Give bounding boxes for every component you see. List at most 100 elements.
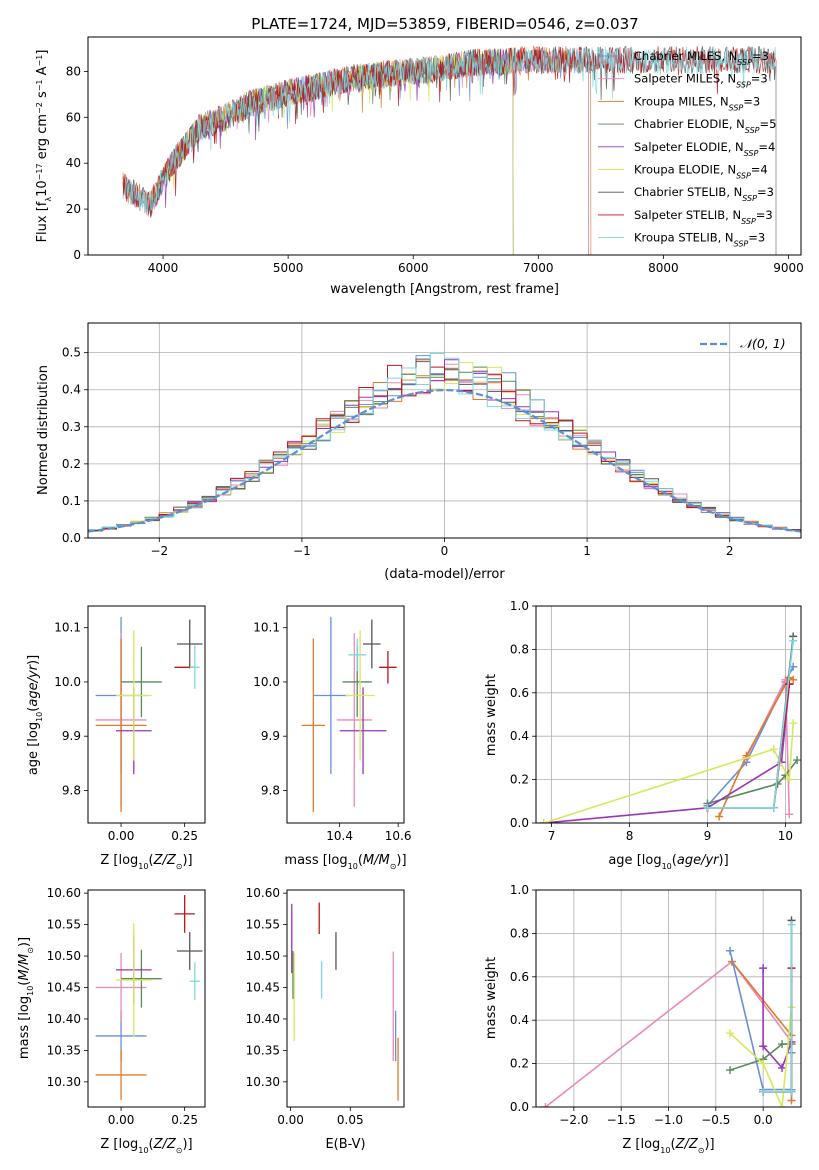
y-tick-label: 10.55 bbox=[246, 918, 280, 932]
y-tick-label: 40 bbox=[66, 156, 81, 170]
x-axis-label: (data-model)/error bbox=[384, 567, 505, 582]
plot-area-mass_weight_vs_age bbox=[539, 632, 801, 823]
legend-label: Salpeter MILES, NSSP=3 bbox=[634, 72, 768, 90]
x-tick-label: 7000 bbox=[523, 261, 554, 275]
weight-marker bbox=[787, 1087, 796, 1096]
y-axis-label: age [log10(age/yr)] bbox=[26, 655, 44, 775]
y-tick-label: 0.3 bbox=[62, 420, 81, 434]
legend-label: Kroupa STELIB, NSSP=3 bbox=[634, 231, 765, 249]
weight-marker bbox=[539, 819, 548, 823]
x-tick-label: −2 bbox=[150, 544, 168, 558]
x-axis-label: wavelength [Angstrom, rest frame] bbox=[330, 282, 559, 297]
legend-label: Chabrier ELODIE, NSSP=5 bbox=[634, 117, 776, 135]
axes-frame bbox=[286, 605, 405, 824]
weight-marker bbox=[769, 745, 778, 754]
axes-frame bbox=[87, 36, 802, 256]
x-tick-label: 8 bbox=[626, 829, 634, 843]
weight-marker bbox=[541, 1103, 550, 1107]
x-tick-label: 0.00 bbox=[108, 829, 135, 843]
axes-mass_vs_Z: 0.00 0.25 10.30 10.35 10.40 10.45 10.50 10.55 10… bbox=[17, 886, 206, 1155]
legend-label: 𝒩(0, 1) bbox=[740, 336, 786, 351]
weight-line bbox=[707, 759, 798, 805]
weight-marker bbox=[785, 775, 794, 784]
y-tick-label: 10.35 bbox=[246, 1043, 280, 1057]
y-tick-label: 20 bbox=[66, 202, 81, 216]
y-axis-label: mass [log10(M/M⊙)] bbox=[17, 937, 35, 1059]
weight-marker bbox=[778, 1040, 787, 1049]
y-tick-label: 0.8 bbox=[510, 926, 529, 940]
weight-line bbox=[707, 640, 794, 809]
y-tick-label: 0.1 bbox=[62, 494, 81, 508]
y-tick-label: 0.4 bbox=[510, 729, 529, 743]
x-tick-label: −2.0 bbox=[559, 1113, 588, 1127]
axes-frame bbox=[535, 605, 802, 824]
weight-marker bbox=[789, 719, 798, 728]
legend-label: Kroupa MILES, NSSP=3 bbox=[634, 94, 760, 112]
x-axis-label: E(B-V) bbox=[325, 1137, 365, 1152]
axes-spectrum: 4000 5000 6000 7000 8000 9000 0 20 40 60 80 wavelen… bbox=[35, 36, 804, 297]
weight-marker bbox=[793, 756, 801, 765]
y-tick-label: 0 bbox=[73, 248, 81, 262]
y-axis-label: Normed distribution bbox=[36, 365, 51, 495]
x-tick-label: 0.0 bbox=[754, 1113, 773, 1127]
weight-marker bbox=[778, 1063, 787, 1072]
weight-marker bbox=[726, 946, 735, 955]
x-tick-label: −1.5 bbox=[607, 1113, 636, 1127]
x-tick-label: 0.00 bbox=[277, 1113, 304, 1127]
weight-marker bbox=[789, 675, 798, 684]
y-tick-label: 0.6 bbox=[510, 686, 529, 700]
y-tick-label: 10.40 bbox=[47, 1012, 81, 1026]
x-tick-label: 0.00 bbox=[108, 1113, 135, 1127]
axes-mass_vs_ebv: 0.00 0.05 10.30 10.35 10.40 10.45 10.50 10.55 10… bbox=[246, 886, 405, 1152]
axes-frame bbox=[87, 889, 206, 1108]
x-tick-label: 0.05 bbox=[337, 1113, 364, 1127]
y-tick-label: 80 bbox=[66, 64, 81, 78]
y-tick-label: 10.1 bbox=[54, 621, 81, 635]
x-axis-label: Z [log10(Z/Z⊙)] bbox=[622, 1137, 714, 1155]
y-tick-label: 10.35 bbox=[47, 1043, 81, 1057]
y-tick-label: 10.30 bbox=[47, 1075, 81, 1089]
y-tick-label: 10.1 bbox=[253, 621, 280, 635]
legend-label: Chabrier MILES, NSSP=3 bbox=[634, 49, 769, 67]
y-axis-label: Flux [fλ10−17 erg cm−2 s−1 A−1] bbox=[35, 50, 53, 243]
x-tick-label: 7 bbox=[548, 829, 556, 843]
legend-label: Kroupa ELODIE, NSSP=4 bbox=[634, 163, 768, 181]
y-axis-label: mass weight bbox=[484, 957, 499, 1039]
plot-area-mass_vs_ebv bbox=[291, 902, 399, 1101]
y-axis-label: mass weight bbox=[484, 674, 499, 756]
plot-area-spectrum bbox=[122, 44, 777, 255]
y-tick-label: 10.60 bbox=[47, 886, 81, 900]
x-tick-label: 0 bbox=[441, 544, 449, 558]
weight-line bbox=[543, 723, 794, 823]
weight-marker bbox=[759, 1059, 768, 1068]
x-tick-label: 10 bbox=[778, 829, 793, 843]
y-tick-label: 0.2 bbox=[510, 773, 529, 787]
y-tick-label: 0.6 bbox=[510, 970, 529, 984]
legend-label: Chabrier STELIB, NSSP=3 bbox=[634, 185, 774, 203]
y-tick-label: 1.0 bbox=[510, 883, 529, 897]
y-tick-label: 0.5 bbox=[62, 346, 81, 360]
weight-marker bbox=[759, 964, 768, 973]
y-tick-label: 9.8 bbox=[261, 783, 280, 797]
axes-mass_weight_vs_age: 7 8 9 10 0.0 0.2 0.4 0.6 0.8 1.0 age [log10(age/yr… bbox=[484, 599, 802, 871]
axes-frame bbox=[87, 605, 206, 824]
axes-frame bbox=[286, 889, 405, 1108]
x-tick-label: 1 bbox=[583, 544, 591, 558]
y-tick-label: 10.45 bbox=[246, 980, 280, 994]
plot-area-age_vs_Z bbox=[95, 616, 203, 813]
legend-label: Salpeter ELODIE, NSSP=4 bbox=[634, 140, 775, 158]
weight-marker bbox=[726, 1066, 735, 1075]
y-tick-label: 0.2 bbox=[510, 1057, 529, 1071]
x-axis-label: mass [log10(M/M⊙)] bbox=[284, 853, 406, 871]
weight-marker bbox=[726, 1029, 735, 1038]
x-tick-label: 0.25 bbox=[171, 1113, 198, 1127]
weight-marker bbox=[759, 1087, 768, 1096]
weight-marker bbox=[787, 1096, 796, 1105]
x-tick-label: 4000 bbox=[148, 261, 179, 275]
y-tick-label: 1.0 bbox=[510, 599, 529, 613]
weight-line bbox=[543, 684, 791, 823]
y-tick-label: 10.0 bbox=[54, 675, 81, 689]
weight-marker bbox=[789, 636, 798, 645]
legend-label: Salpeter STELIB, NSSP=3 bbox=[634, 208, 773, 226]
y-tick-label: 10.50 bbox=[47, 949, 81, 963]
